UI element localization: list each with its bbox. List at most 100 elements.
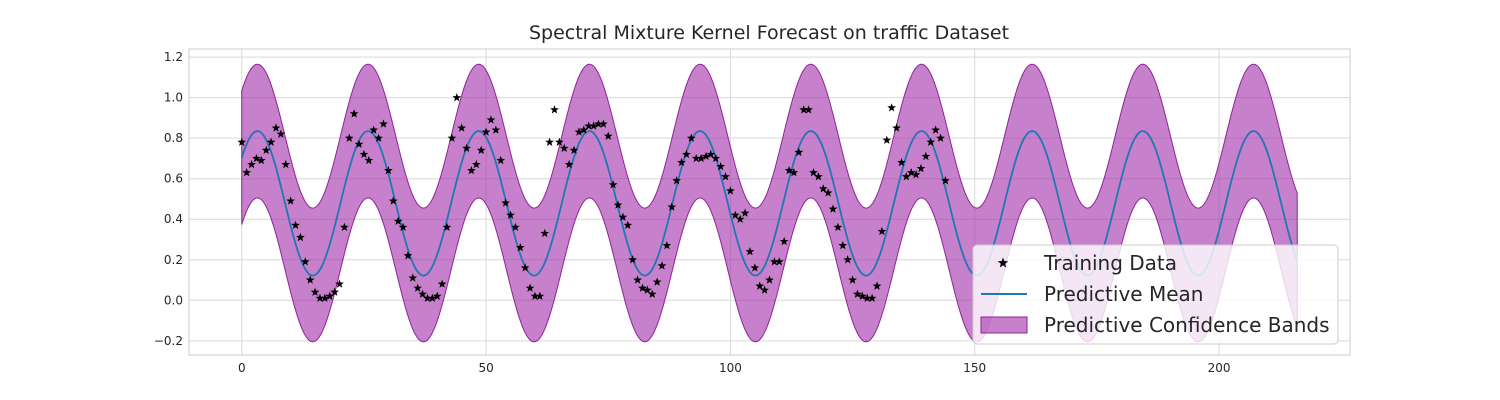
training-point xyxy=(242,168,252,177)
training-point xyxy=(642,285,652,294)
training-point xyxy=(770,257,779,266)
training-point xyxy=(633,275,642,284)
training-point xyxy=(926,137,936,146)
training-point xyxy=(408,273,418,282)
training-point xyxy=(530,291,540,300)
training-point xyxy=(823,188,833,197)
training-point xyxy=(393,216,403,225)
y-tick-label: 1.0 xyxy=(164,91,183,105)
training-point xyxy=(613,200,623,209)
training-point xyxy=(726,186,735,195)
training-point xyxy=(862,293,872,302)
training-point xyxy=(789,168,799,177)
training-point xyxy=(730,210,740,219)
training-point xyxy=(618,212,628,221)
training-point xyxy=(476,145,486,155)
training-point xyxy=(569,145,579,155)
training-point xyxy=(340,222,349,232)
training-point xyxy=(525,283,535,292)
training-point xyxy=(467,165,476,175)
training-point xyxy=(286,196,296,205)
training-point xyxy=(261,145,271,155)
training-point xyxy=(540,228,550,238)
training-point xyxy=(667,202,677,211)
training-point xyxy=(877,226,887,236)
training-point xyxy=(686,133,696,142)
training-point xyxy=(535,291,545,300)
training-point xyxy=(916,163,926,173)
training-point xyxy=(691,153,701,163)
y-tick-label: 0.4 xyxy=(164,212,183,226)
training-point xyxy=(608,180,618,189)
training-point xyxy=(589,121,598,130)
training-point xyxy=(559,143,569,153)
training-point xyxy=(281,159,291,169)
training-point xyxy=(437,279,447,288)
training-point xyxy=(291,220,300,230)
training-point xyxy=(432,291,442,300)
y-tick-label: 0.0 xyxy=(164,293,183,307)
legend-box xyxy=(972,244,1339,345)
training-point xyxy=(496,155,506,165)
training-point xyxy=(745,247,755,256)
training-point xyxy=(247,159,256,169)
training-point xyxy=(471,159,481,169)
training-point xyxy=(423,293,432,302)
training-point xyxy=(442,222,452,232)
training-point xyxy=(755,281,765,290)
training-point xyxy=(545,137,554,146)
training-point xyxy=(799,105,809,114)
training-point xyxy=(838,240,848,250)
training-point xyxy=(374,133,383,142)
legend-marker-training xyxy=(997,257,1009,268)
training-point xyxy=(657,261,667,270)
training-point xyxy=(481,127,491,136)
training-point xyxy=(804,105,813,114)
training-point xyxy=(486,115,496,124)
training-point xyxy=(848,275,857,284)
training-point xyxy=(936,133,945,142)
training-point xyxy=(520,263,530,272)
training-point xyxy=(652,277,662,286)
training-point xyxy=(647,289,657,298)
training-point xyxy=(672,176,682,185)
training-point xyxy=(310,287,320,296)
training-point xyxy=(447,133,457,142)
training-point xyxy=(701,151,711,161)
training-point xyxy=(901,172,911,181)
training-point xyxy=(628,255,638,264)
training-point xyxy=(369,125,379,134)
training-point xyxy=(388,196,398,205)
y-tick-label: −0.2 xyxy=(154,334,183,348)
x-tick-label: 100 xyxy=(719,361,742,375)
legend-marker-band xyxy=(980,316,1028,334)
y-axis: −0.2 0.0 0.2 0.4 0.6 0.8 1.0 1.2 xyxy=(154,50,183,348)
training-point xyxy=(623,220,633,230)
training-point xyxy=(315,293,325,302)
training-point xyxy=(853,289,862,298)
training-point xyxy=(271,123,281,132)
training-point xyxy=(354,139,364,148)
training-point xyxy=(584,121,594,130)
training-point xyxy=(638,283,647,292)
training-point xyxy=(892,123,901,132)
training-point xyxy=(418,289,427,298)
training-point xyxy=(760,285,769,294)
training-point xyxy=(794,147,804,157)
training-point xyxy=(598,119,608,128)
training-point xyxy=(511,222,520,232)
training-point xyxy=(882,135,892,144)
x-tick-label: 0 xyxy=(238,361,246,375)
training-point xyxy=(398,222,408,232)
chart-title: Spectral Mixture Kernel Forecast on traf… xyxy=(529,22,1009,44)
training-point xyxy=(716,161,726,171)
training-point xyxy=(462,143,471,153)
legend-label: Training Data xyxy=(1043,251,1177,275)
training-point xyxy=(359,149,369,159)
training-point xyxy=(765,275,774,284)
training-point xyxy=(897,157,906,167)
training-point xyxy=(550,105,559,114)
training-point xyxy=(711,153,721,163)
plot-area xyxy=(188,48,1351,356)
training-point xyxy=(501,198,511,207)
